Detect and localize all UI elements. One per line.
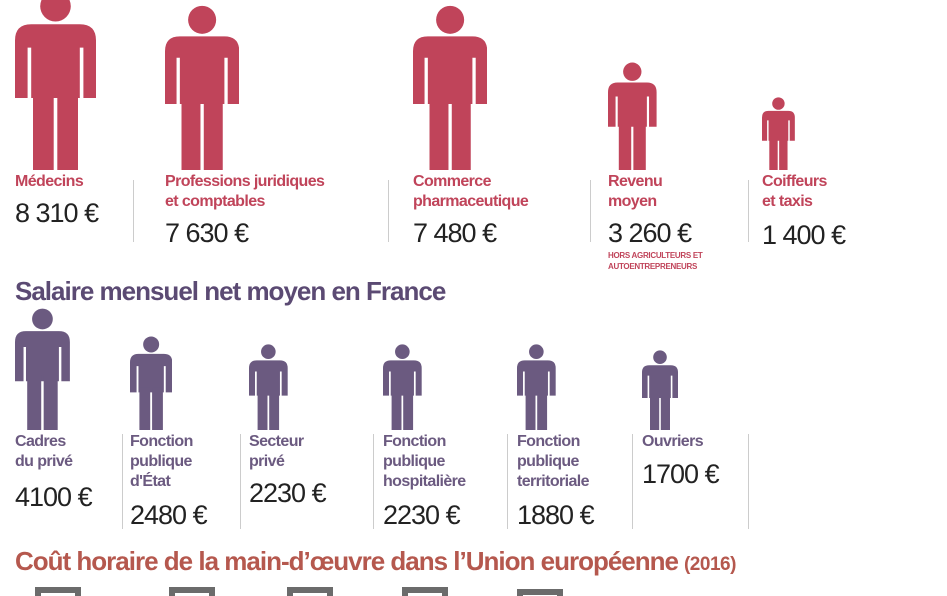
person-icon — [608, 62, 657, 170]
item-value: 1880 € — [517, 500, 595, 530]
item-label: hospitalière — [383, 473, 466, 490]
item-note: AUTOENTREPRENEURS — [608, 262, 697, 271]
item-note: HORS AGRICULTEURS ET — [608, 251, 703, 260]
separator — [507, 434, 508, 529]
item-value: 2480 € — [130, 500, 208, 530]
footer-title-suffix: (2016) — [683, 554, 736, 575]
item-label: Commerce — [413, 173, 492, 190]
separator — [388, 180, 389, 242]
person-icon — [165, 5, 240, 170]
person-icon — [517, 344, 556, 430]
item-label: Fonction — [383, 433, 446, 450]
item-label: Médecins — [15, 173, 84, 190]
item-label: et comptables — [165, 193, 265, 210]
separator — [122, 434, 123, 529]
separator — [240, 434, 241, 529]
item-value: 8 310 € — [15, 198, 99, 228]
item-label: Secteur — [249, 433, 304, 450]
item-label: moyen — [608, 193, 657, 210]
item-label: Cadres — [15, 433, 66, 450]
item-label: publique — [517, 453, 579, 470]
item-label: privé — [249, 453, 285, 470]
item-label: Fonction — [130, 433, 193, 450]
item-label: publique — [383, 453, 445, 470]
separator — [373, 434, 374, 529]
person-icon — [383, 344, 422, 430]
item-value: 1700 € — [642, 459, 720, 489]
person-icon — [249, 344, 288, 430]
item-label: Professions juridiques — [165, 173, 325, 190]
item-label: pharmaceutique — [413, 193, 529, 210]
item-value: 7 480 € — [413, 218, 497, 248]
person-icon — [15, 308, 70, 430]
person-icon — [642, 350, 678, 430]
item-label: d'État — [130, 473, 171, 490]
item-value: 2230 € — [249, 478, 327, 508]
item-value: 3 260 € — [608, 218, 692, 248]
item-label: du privé — [15, 453, 73, 470]
separator — [748, 180, 749, 242]
person-icon — [762, 97, 795, 170]
item-value: 4100 € — [15, 482, 93, 512]
footer-title: Coût horaire de la main-d’œuvre dans l’U… — [15, 546, 736, 577]
item-label: publique — [130, 453, 192, 470]
person-icon — [130, 336, 173, 430]
person-icon — [413, 5, 488, 170]
footer-title-text: Coût horaire de la main-d’œuvre dans l’U… — [15, 546, 679, 576]
item-value: 2230 € — [383, 500, 461, 530]
item-value: 1 400 € — [762, 220, 846, 250]
separator — [632, 434, 633, 529]
section-title: Salaire mensuel net moyen en France — [15, 276, 446, 306]
item-label: et taxis — [762, 193, 813, 210]
separator — [133, 180, 134, 242]
item-label: Fonction — [517, 433, 580, 450]
separator — [748, 434, 749, 529]
item-label: Ouvriers — [642, 433, 704, 450]
separator — [590, 180, 591, 242]
item-value: 7 630 € — [165, 218, 249, 248]
item-label: Revenu — [608, 173, 663, 190]
item-label: territoriale — [517, 473, 590, 490]
item-label: Coiffeurs — [762, 173, 827, 190]
person-icon — [15, 0, 96, 170]
